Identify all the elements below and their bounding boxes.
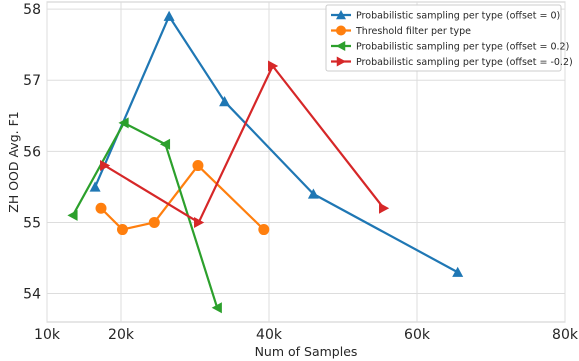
data-point [258, 224, 270, 236]
legend-item: Probabilistic sampling per type (offset … [331, 41, 569, 53]
y-tick-label: 54 [23, 287, 41, 303]
x-axis-label: Num of Samples [255, 344, 358, 359]
series-line [71, 121, 219, 309]
legend-item: Threshold filter per type [331, 25, 471, 37]
data-point [379, 202, 390, 214]
y-tick-label: 55 [23, 215, 41, 231]
x-tick-label: 80k [552, 327, 579, 343]
legend: Probabilistic sampling per type (offset … [325, 4, 573, 72]
legend-label: Probabilistic sampling per type (offset … [356, 11, 560, 22]
data-point [116, 224, 128, 236]
series-4 [100, 60, 390, 228]
legend-label: Threshold filter per type [355, 26, 471, 37]
x-tick-label: 60k [404, 327, 431, 343]
data-point [219, 96, 231, 107]
series-2 [95, 160, 270, 236]
series-1 [89, 10, 464, 277]
y-axis-ticks: 54 55 56 57 58 [23, 2, 41, 302]
legend-item: Probabilistic sampling per type (offset … [331, 10, 560, 22]
data-point [148, 216, 160, 228]
x-tick-label: 40k [256, 327, 283, 343]
series-line [104, 64, 385, 224]
data-point [307, 188, 319, 199]
series-3 [67, 117, 222, 314]
data-point [89, 181, 101, 192]
data-point [452, 266, 464, 277]
data-point [163, 10, 175, 21]
legend-label: Probabilistic sampling per type (offset … [356, 57, 573, 68]
data-point [192, 160, 204, 172]
grid-lines [46, 2, 566, 322]
legend-item: Probabilistic sampling per type (offset … [331, 56, 573, 68]
x-axis-ticks: 10k 20k 40k 60k 80k [34, 327, 579, 343]
x-tick-label: 20k [108, 327, 135, 343]
y-tick-label: 56 [23, 144, 41, 160]
legend-label: Probabilistic sampling per type (offset … [356, 42, 569, 53]
legend-marker [336, 25, 346, 36]
x-tick-label: 10k [34, 327, 61, 343]
data-point [118, 117, 129, 129]
legend-box [325, 4, 562, 72]
data-point [159, 138, 171, 150]
data-point [194, 216, 205, 228]
legend-marker [336, 56, 346, 67]
data-point [67, 209, 78, 221]
data-point [100, 160, 111, 172]
y-tick-label: 58 [23, 2, 41, 18]
data-point [268, 60, 279, 72]
series-group [67, 10, 464, 314]
legend-marker [336, 41, 346, 51]
legend-marker [336, 10, 346, 20]
data-point [211, 302, 222, 314]
y-tick-label: 57 [23, 73, 41, 89]
data-point [95, 202, 107, 214]
y-axis-label: ZH OOD Avg. F1 [6, 111, 21, 212]
